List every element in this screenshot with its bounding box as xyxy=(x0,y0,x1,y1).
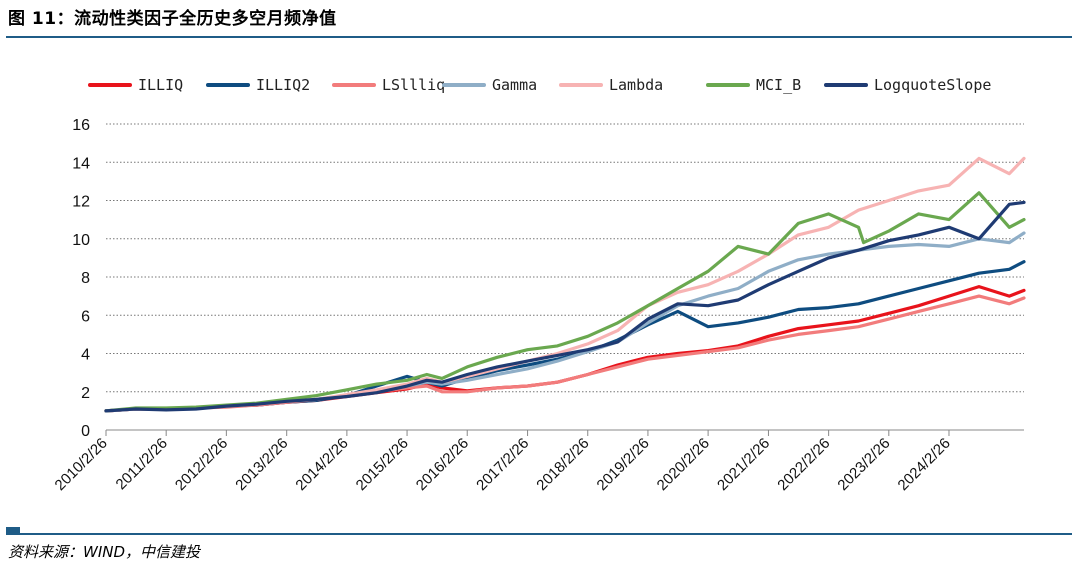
y-tick-label: 14 xyxy=(72,155,90,172)
bottom-rule-tick xyxy=(6,527,20,533)
line-chart: ILLIQ ILLIQ2 LSllliq Gamma Lambda MCI_B Logquo… xyxy=(52,76,1026,494)
legend-label: LSllliq xyxy=(382,76,445,94)
y-tick-label: 2 xyxy=(81,385,90,402)
legend-label: Lambda xyxy=(609,76,663,94)
y-tick-label: 6 xyxy=(81,308,90,325)
y-tick-label: 4 xyxy=(81,347,90,364)
x-tick-label: 2022/2/26 xyxy=(774,435,833,494)
series-line-lambda xyxy=(104,156,1026,413)
legend-label: Gamma xyxy=(492,76,537,94)
figure-title: 图 11：流动性类因子全历史多空月频净值 xyxy=(8,9,337,29)
bottom-rule xyxy=(6,533,1072,535)
x-axis: 2010/2/26 2011/2/26 2012/2/26 2013/2/26 2014… xyxy=(52,429,1024,494)
x-tick-label: 2023/2/26 xyxy=(834,435,893,494)
y-tick-label: 12 xyxy=(72,194,90,211)
series-line-logquoteslope xyxy=(104,200,1026,413)
x-tick-label: 2012/2/26 xyxy=(172,435,231,494)
series-line-mci-b xyxy=(104,191,1026,413)
y-axis-ticks: 0 2 4 6 8 10 12 14 16 xyxy=(72,117,90,440)
x-tick-label: 2016/2/26 xyxy=(413,435,472,494)
legend-label: MCI_B xyxy=(756,76,801,94)
x-tick-label: 2018/2/26 xyxy=(533,435,592,494)
x-tick-label: 2017/2/26 xyxy=(473,435,532,494)
x-tick-label: 2010/2/26 xyxy=(52,435,111,494)
top-rule xyxy=(6,36,1072,38)
y-tick-label: 8 xyxy=(81,270,90,287)
x-tick-label: 2013/2/26 xyxy=(232,435,291,494)
source-note: 资料来源：WIND，中信建投 xyxy=(8,543,201,561)
legend-label: LogquoteSlope xyxy=(874,76,991,94)
series-line-gamma xyxy=(104,231,1026,413)
series-line-illiq xyxy=(104,285,1026,413)
legend: ILLIQ ILLIQ2 LSllliq Gamma Lambda MCI_B Logquo… xyxy=(88,76,991,94)
x-tick-label: 2020/2/26 xyxy=(654,435,713,494)
y-tick-label: 16 xyxy=(72,117,90,134)
x-tick-label: 2015/2/26 xyxy=(353,435,412,494)
x-tick-label: 2021/2/26 xyxy=(714,435,773,494)
legend-label: ILLIQ xyxy=(138,76,183,94)
y-tick-label: 10 xyxy=(72,232,90,249)
series-line-illiq2 xyxy=(104,260,1026,413)
y-tick-label: 0 xyxy=(81,423,90,440)
x-tick-label: 2014/2/26 xyxy=(292,435,351,494)
x-tick-label: 2011/2/26 xyxy=(113,435,171,493)
series-lines xyxy=(104,156,1026,413)
x-tick-label: 2019/2/26 xyxy=(594,435,653,494)
x-tick-label: 2024/2/26 xyxy=(895,435,954,494)
legend-label: ILLIQ2 xyxy=(256,76,310,94)
